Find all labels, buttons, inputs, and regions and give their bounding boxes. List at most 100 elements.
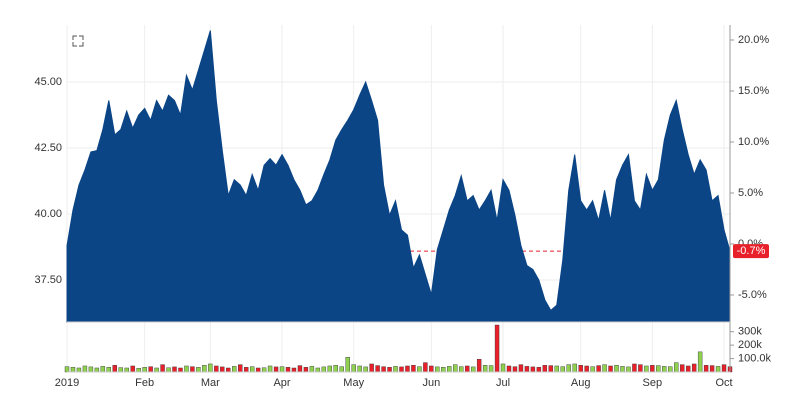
- volume-bar: [453, 364, 458, 373]
- volume-bar: [500, 363, 506, 373]
- volume-bar: [542, 365, 548, 373]
- volume-bar: [656, 365, 661, 373]
- volume-bar: [554, 365, 559, 373]
- x-tick-label: Jul: [496, 377, 510, 389]
- volume-bar: [674, 362, 679, 373]
- volume-bar: [94, 367, 100, 373]
- volume-bar: [524, 366, 530, 373]
- volume-bar: [226, 367, 231, 373]
- volume-bar: [315, 367, 321, 373]
- volume-bar: [572, 363, 577, 373]
- volume-bar: [142, 367, 147, 373]
- volume-bar: [626, 366, 631, 373]
- volume-bar: [136, 368, 141, 373]
- volume-bar: [255, 367, 261, 373]
- volume-tick-label: 200k: [738, 339, 762, 351]
- x-tick-label: Feb: [135, 377, 154, 389]
- volume-bar: [435, 366, 440, 373]
- volume-bar: [351, 364, 356, 373]
- volume-bar: [638, 364, 643, 373]
- volume-bar: [100, 366, 106, 373]
- volume-bar: [548, 365, 554, 373]
- volume-bar: [536, 367, 542, 373]
- volume-bar: [190, 366, 195, 373]
- volume-bar: [697, 351, 703, 373]
- y2-tick-label: 15.0%: [738, 85, 769, 97]
- volume-bar: [464, 365, 470, 373]
- x-tick-label: May: [343, 377, 364, 389]
- volume-bar: [560, 366, 565, 373]
- volume-bar: [363, 366, 368, 373]
- volume-bar: [76, 367, 82, 373]
- volume-bar: [130, 365, 135, 373]
- volume-bar: [506, 365, 512, 373]
- volume-bar: [614, 365, 619, 373]
- volume-tick-label: 100.0k: [738, 352, 772, 364]
- volume-bar: [703, 365, 709, 373]
- y-tick-label: 45.00: [34, 76, 62, 88]
- volume-bar: [124, 367, 129, 373]
- volume-bar: [512, 366, 518, 373]
- volume-bar: [220, 366, 225, 373]
- volume-bar: [411, 365, 416, 373]
- volume-bar: [118, 367, 123, 373]
- price-area: [66, 30, 731, 323]
- volume-bar: [64, 366, 70, 373]
- expand-icon[interactable]: [72, 35, 84, 47]
- volume-bar: [369, 363, 374, 373]
- volume-tick-label: 300k: [738, 326, 762, 338]
- volume-bar: [596, 365, 601, 373]
- volume-bar: [88, 366, 94, 373]
- x-tick-label: Mar: [201, 377, 220, 389]
- volume-bar: [393, 366, 398, 373]
- volume-bar: [632, 363, 637, 373]
- volume-bar: [112, 365, 117, 373]
- volume-bar: [357, 365, 362, 373]
- volume-bar: [333, 365, 338, 373]
- volume-bar: [238, 364, 243, 373]
- volume-bar: [291, 367, 297, 373]
- volume-bar: [584, 365, 589, 373]
- y2-tick-label: 10.0%: [738, 136, 769, 148]
- volume-bar: [566, 364, 571, 373]
- y2-tick-label: 20.0%: [738, 34, 769, 46]
- last-change-label: -0.7%: [737, 245, 766, 257]
- volume-bar: [166, 367, 171, 373]
- volume-bar: [321, 366, 327, 373]
- volume-bar: [685, 365, 691, 373]
- volume-bar: [709, 365, 715, 373]
- volume-bar: [715, 366, 721, 373]
- volume-bar: [405, 365, 410, 373]
- x-tick-label: Oct: [715, 377, 732, 389]
- volume-bar: [297, 365, 303, 373]
- volume-bar: [417, 366, 422, 373]
- x-tick-label: Aug: [571, 377, 591, 389]
- volume-bar: [154, 367, 159, 373]
- volume-bar: [470, 366, 476, 373]
- volume-bar: [267, 365, 273, 373]
- volume-bar: [590, 366, 595, 373]
- volume-bar: [650, 365, 655, 373]
- volume-bar: [327, 365, 333, 373]
- x-tick-label: Apr: [273, 377, 290, 389]
- volume-bar: [578, 365, 583, 373]
- volume-bar: [178, 367, 183, 373]
- volume-bar: [160, 364, 165, 373]
- y-tick-label: 40.00: [34, 208, 62, 220]
- volume-bar: [172, 366, 177, 373]
- volume-bar: [196, 367, 201, 373]
- volume-bar: [82, 365, 88, 373]
- volume-bar: [208, 363, 213, 373]
- volume-bar: [518, 364, 524, 373]
- volume-bar: [202, 365, 207, 373]
- volume-bar: [441, 367, 446, 373]
- volume-bar: [70, 367, 76, 373]
- volume-bar: [482, 365, 488, 373]
- volume-bar: [459, 366, 464, 373]
- volume-bar: [423, 362, 428, 373]
- volume-bar: [488, 365, 494, 373]
- y2-tick-label: -5.0%: [738, 289, 767, 301]
- volume-bar: [106, 367, 112, 373]
- volume-bar: [644, 365, 649, 373]
